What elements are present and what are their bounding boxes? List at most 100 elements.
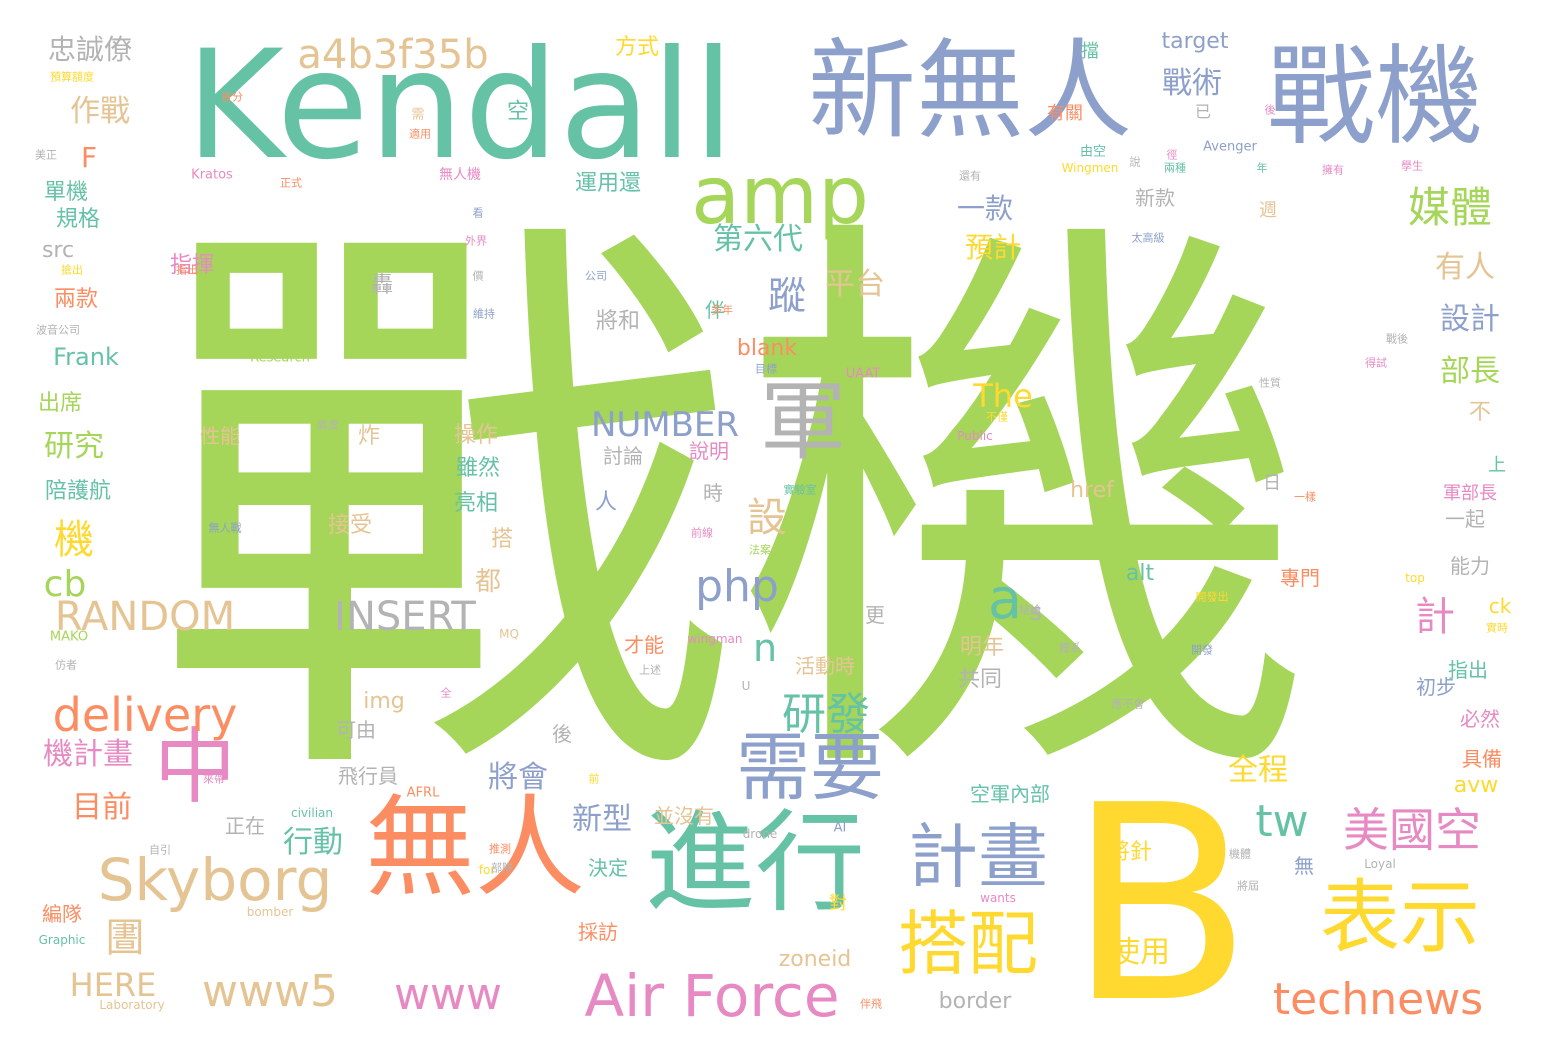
word-5: 無人: [365, 784, 585, 912]
word-149: 預算額度: [50, 70, 94, 84]
word-179: 開發出: [1195, 590, 1229, 604]
word-155: 外界: [465, 234, 487, 248]
word-39: 戰術: [1162, 66, 1222, 101]
word-154: 正式: [280, 176, 302, 190]
word-99: 飛行員: [338, 764, 398, 788]
word-51: 目前: [72, 790, 132, 825]
word-7: amp: [691, 149, 869, 242]
word-122: 擋: [1081, 41, 1099, 62]
word-108: 專門: [1280, 566, 1320, 590]
word-144: Graphic: [38, 933, 86, 947]
word-67: src: [41, 238, 75, 263]
word-4: 戰機: [1266, 35, 1484, 160]
word-120: 新款: [1135, 186, 1175, 210]
word-58: 使用: [1110, 935, 1170, 970]
word-104: 無: [1294, 854, 1314, 878]
word-146: Loyal: [1364, 857, 1396, 871]
word-184: 伴飛: [860, 997, 882, 1011]
word-31: cb: [43, 564, 87, 605]
word-150: 晉分: [221, 90, 243, 104]
word-24: a: [987, 567, 1023, 632]
word-49: 行動: [283, 825, 343, 860]
word-64: href: [1070, 478, 1114, 503]
word-164: 法案: [749, 543, 771, 557]
word-91: 說明: [689, 439, 729, 463]
word-151: 需: [411, 107, 425, 123]
word-29: 機: [54, 517, 94, 563]
word-169: 還有: [959, 169, 981, 183]
word-159: 維持: [473, 307, 495, 321]
word-3: 新無人: [807, 29, 1133, 154]
word-138: AI: [833, 820, 847, 836]
word-111: 軍部長: [1443, 483, 1497, 504]
word-134: MAKO: [49, 629, 89, 645]
word-84: 亮相: [453, 491, 499, 516]
word-44: 設計: [1440, 302, 1500, 337]
word-130: Kratos: [191, 167, 233, 183]
word-17: a4b3f35b: [297, 32, 489, 78]
word-124: 伴: [705, 298, 725, 322]
word-131: Research: [250, 350, 310, 366]
word-142: bomber: [246, 905, 294, 919]
word-125: 性能: [200, 424, 240, 448]
word-166: 目標: [755, 362, 777, 376]
word-87: 炸: [357, 424, 381, 449]
word-140: civilian: [291, 806, 333, 820]
word-25: 媒體: [1407, 183, 1493, 232]
word-81: 將和: [595, 309, 641, 334]
word-40: 平台: [825, 267, 885, 302]
word-172: 兩種: [1164, 161, 1186, 175]
word-175: 學生: [1401, 159, 1423, 173]
word-165: 前線: [691, 526, 713, 540]
word-186: 上述: [639, 663, 661, 677]
word-93: 明年: [959, 635, 1005, 660]
word-196: 將屆: [1237, 879, 1259, 893]
word-79: 指揮: [169, 253, 215, 278]
word-61: Frank: [53, 343, 119, 371]
word-97: 後: [552, 722, 572, 746]
word-22: INSERT: [334, 594, 476, 640]
word-98: 可由: [336, 718, 376, 742]
word-178: 開發: [1191, 643, 1213, 657]
word-118: 日: [1263, 473, 1281, 494]
word-9: 軍: [760, 372, 846, 472]
word-16: technews: [1272, 974, 1484, 1025]
word-119: 週: [1259, 200, 1277, 221]
word-94: 共同: [957, 667, 1003, 692]
word-88: 人: [594, 490, 618, 515]
word-65: alt: [1125, 561, 1155, 586]
word-162: 無人戰: [208, 521, 242, 535]
word-133: UAAT: [845, 366, 881, 382]
word-83: 雖然: [455, 456, 501, 481]
word-183: 部隊: [491, 861, 513, 875]
word-72: 方式: [614, 35, 660, 60]
word-85: 搭: [490, 527, 514, 552]
word-47: 全程: [1228, 753, 1288, 788]
word-32: 設: [747, 495, 787, 541]
word-107: 編隊: [42, 902, 82, 926]
word-82: 操作: [453, 423, 499, 448]
word-69: avw: [1453, 773, 1499, 798]
word-89: 時: [703, 481, 723, 505]
word-168: 由空: [1079, 144, 1107, 160]
word-50: 將會: [488, 760, 548, 795]
word-14: Skyborg: [97, 846, 333, 914]
word-181: 應不會: [1111, 697, 1145, 711]
word-55: 忠誠僚: [47, 33, 133, 66]
word-96: 更: [865, 603, 885, 627]
word-109: 能力: [1450, 554, 1490, 578]
word-53: 研究: [44, 429, 104, 464]
word-21: RANDOM: [54, 594, 236, 640]
word-110: 一起: [1445, 507, 1485, 531]
word-48: 新型: [572, 802, 632, 837]
word-78: 兩款: [53, 287, 99, 312]
word-200: 結論: [1019, 603, 1041, 617]
word-180: 實時: [1486, 621, 1508, 635]
word-10: 需要: [736, 725, 884, 811]
word-167: 不僅: [986, 410, 1008, 424]
word-103: 將針: [1107, 840, 1153, 865]
word-139: drone: [742, 827, 778, 841]
word-129: Wingmen: [1061, 161, 1119, 175]
word-137: AFRL: [406, 785, 440, 801]
